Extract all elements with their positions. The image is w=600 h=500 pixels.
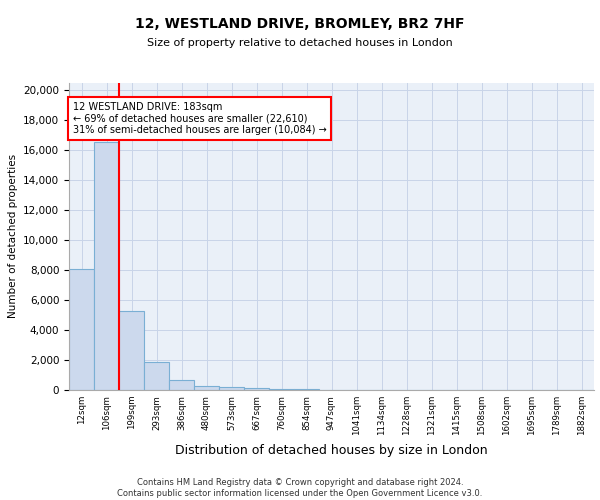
Bar [169, 380, 194, 390]
Bar [94, 142, 119, 390]
Bar [244, 388, 269, 390]
Text: 12 WESTLAND DRIVE: 183sqm
← 69% of detached houses are smaller (22,610)
31% of s: 12 WESTLAND DRIVE: 183sqm ← 69% of detac… [73, 102, 326, 135]
Bar [219, 387, 244, 390]
Bar [144, 362, 169, 390]
Bar [194, 386, 219, 390]
Bar [69, 268, 94, 390]
Bar [119, 310, 144, 390]
Text: Size of property relative to detached houses in London: Size of property relative to detached ho… [147, 38, 453, 48]
Bar [294, 389, 319, 390]
Y-axis label: Number of detached properties: Number of detached properties [8, 154, 17, 318]
Text: Contains HM Land Registry data © Crown copyright and database right 2024.
Contai: Contains HM Land Registry data © Crown c… [118, 478, 482, 498]
X-axis label: Distribution of detached houses by size in London: Distribution of detached houses by size … [175, 444, 488, 456]
Text: 12, WESTLAND DRIVE, BROMLEY, BR2 7HF: 12, WESTLAND DRIVE, BROMLEY, BR2 7HF [135, 18, 465, 32]
Bar [269, 388, 294, 390]
